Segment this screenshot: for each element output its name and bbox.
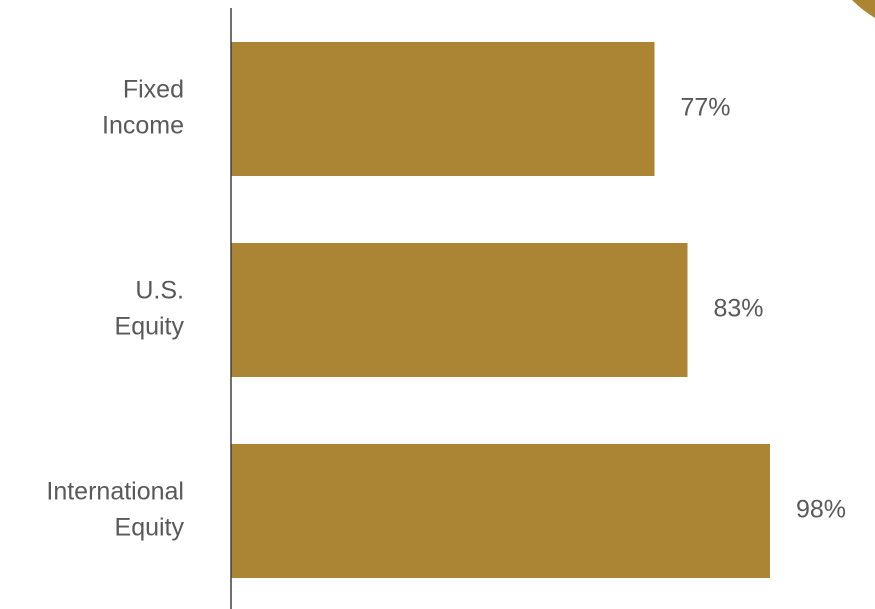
- labels-layer: 77% Fixed Income 83% U.S. Equity 98% Internatio…: [46, 76, 846, 542]
- category-label-line: Fixed: [123, 76, 184, 104]
- category-label-0: Fixed Income: [102, 76, 184, 140]
- category-label-2: International Equity: [46, 478, 184, 542]
- category-label-line: Equity: [115, 313, 185, 341]
- category-label-line: Equity: [115, 514, 185, 542]
- bar-1: [231, 243, 688, 377]
- bar-0: [231, 42, 655, 176]
- category-label-line: U.S.: [135, 277, 184, 305]
- bar-2: [231, 444, 770, 578]
- bars-layer: [231, 42, 770, 578]
- category-label-line: Income: [102, 112, 184, 140]
- data-label-0: 77%: [681, 94, 731, 122]
- data-label-1: 83%: [714, 295, 764, 323]
- category-label-1: U.S. Equity: [115, 277, 185, 341]
- category-label-line: International: [46, 478, 184, 506]
- data-label-2: 98%: [796, 496, 846, 524]
- corner-accent-shape: [852, 0, 875, 18]
